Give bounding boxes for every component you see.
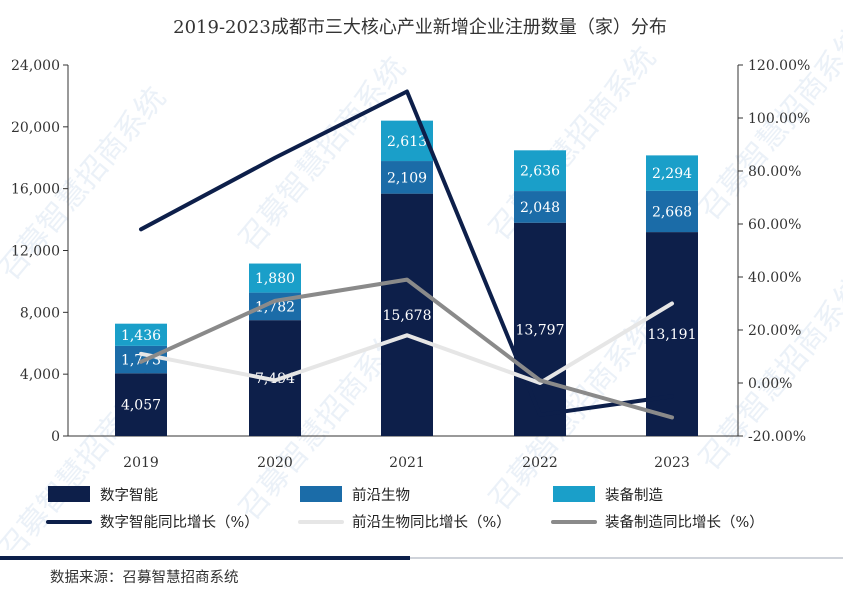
bar-segment	[381, 120, 433, 162]
growth-line	[139, 89, 674, 417]
footer-rule-light	[410, 557, 843, 559]
source-note: 数据来源：召募智慧招商系统	[50, 570, 239, 586]
left-axis: 0 4,000 8,000 12,000 16,000 20,000 24,000	[11, 58, 738, 445]
right-axis: -20.00% 0.00% 20.00% 40.00% 60.00% 80.00% 100.…	[737, 58, 810, 445]
growth-line	[139, 301, 674, 385]
left-tick-label: 4,000	[20, 367, 60, 383]
right-tick-label: 60.00%	[748, 217, 801, 233]
right-tick-label: 20.00%	[748, 323, 801, 339]
right-tick-label: 120.00%	[748, 58, 810, 74]
x-tick-label: 2021	[389, 455, 425, 471]
x-tick-label: 2023	[654, 455, 690, 471]
bar-value-label: 2,048	[520, 200, 560, 216]
legend-swatch	[48, 486, 90, 502]
bar-segment	[646, 155, 698, 191]
bar-segment	[646, 190, 698, 233]
x-tick-label: 2020	[257, 455, 293, 471]
footer-rule-dark	[0, 556, 410, 560]
legend-label: 数字智能	[100, 487, 158, 504]
right-tick-label: 100.00%	[748, 111, 810, 127]
bar-value-label: 15,678	[383, 308, 432, 324]
bar-segment	[381, 193, 433, 436]
watermark-text: 召募智慧招商系统	[482, 41, 663, 247]
bar-value-label: 4,057	[121, 398, 161, 414]
left-tick-label: 20,000	[11, 120, 60, 136]
chart-title: 2019-2023成都市三大核心产业新增企业注册数量（家）分布	[173, 17, 667, 38]
bar-segment	[381, 161, 433, 194]
legend-label: 装备制造	[605, 487, 663, 504]
left-tick-label: 24,000	[11, 58, 60, 74]
bar-value-label: 2,109	[387, 170, 427, 186]
left-tick-label: 0	[51, 429, 60, 445]
bar-segment	[514, 191, 566, 223]
x-axis: 2019 2020 2021 2022 2023	[123, 455, 690, 471]
bar-value-label: 2,294	[652, 166, 692, 182]
bar-value-label: 13,191	[648, 327, 697, 343]
bar-value-label: 2,613	[387, 134, 427, 150]
legend-label: 数字智能同比增长（%）	[100, 514, 259, 531]
legend-swatch	[553, 486, 595, 502]
x-tick-label: 2019	[123, 455, 159, 471]
right-tick-label: 0.00%	[748, 376, 792, 392]
bar-value-label: 1,436	[121, 328, 161, 344]
legend-label: 前沿生物同比增长（%）	[352, 514, 511, 531]
legend-label: 前沿生物	[352, 487, 410, 504]
left-tick-label: 12,000	[11, 244, 60, 260]
bar-value-label: 13,797	[516, 322, 565, 338]
line-group	[139, 89, 674, 420]
right-tick-label: 80.00%	[748, 164, 801, 180]
watermark-text: 召募智慧招商系统	[692, 271, 843, 477]
bar-segment	[514, 150, 566, 192]
bar-segment	[115, 373, 167, 436]
bar-value-label: 2,668	[652, 204, 692, 220]
bar-value-label: 1,880	[255, 271, 295, 287]
legend-swatch	[300, 486, 342, 502]
bar-segment	[115, 323, 167, 346]
right-tick-label: 40.00%	[748, 270, 801, 286]
bar-segment	[249, 263, 301, 293]
right-tick-label: -20.00%	[748, 429, 806, 445]
growth-line	[139, 277, 674, 420]
left-tick-label: 8,000	[20, 305, 60, 321]
bar-segment	[115, 345, 167, 374]
bar-segment	[646, 232, 698, 436]
bar-segment	[514, 222, 566, 436]
left-tick-label: 16,000	[11, 182, 60, 198]
legend-label: 装备制造同比增长（%）	[605, 514, 764, 531]
chart-canvas: 召募智慧招商系统召募智慧招商系统召募智慧招商系统召募智慧招商系统召募智慧招商系统…	[0, 17, 843, 550]
bar-value-label: 2,636	[520, 164, 560, 180]
x-tick-label: 2022	[522, 455, 558, 471]
